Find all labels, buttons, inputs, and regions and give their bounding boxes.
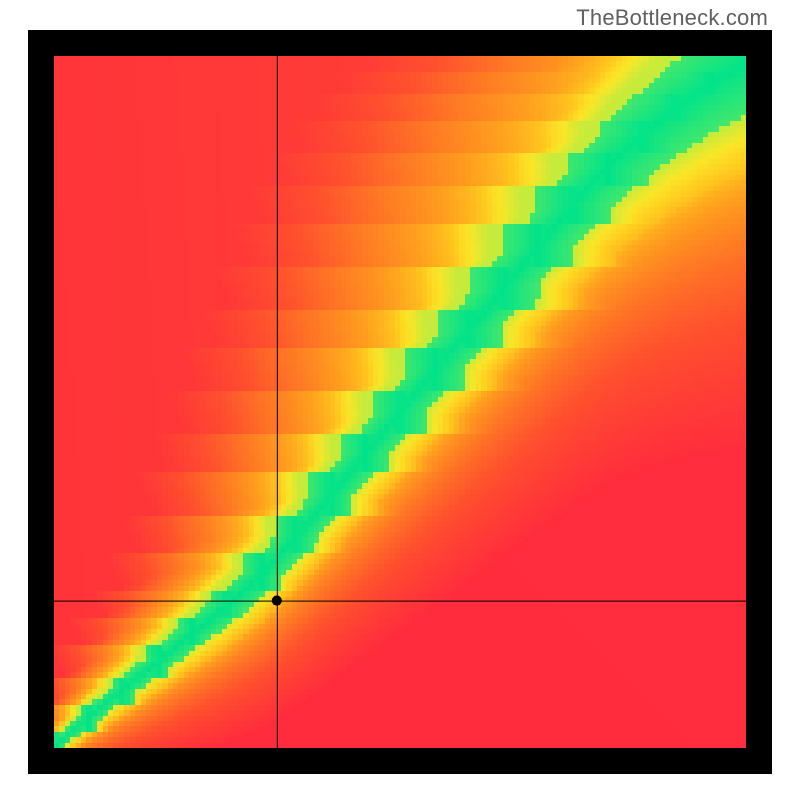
bottleneck-heatmap — [28, 30, 772, 774]
crosshair-overlay — [28, 30, 772, 774]
watermark-text: TheBottleneck.com — [576, 5, 768, 31]
